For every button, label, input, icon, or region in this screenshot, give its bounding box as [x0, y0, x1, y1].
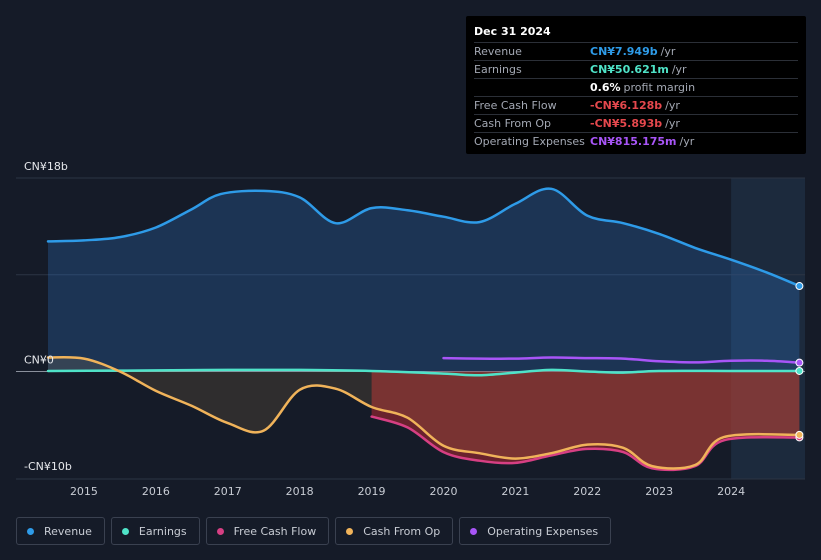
end-dot-cash-from-op — [795, 430, 804, 439]
legend: Revenue Earnings Free Cash Flow Cash From O… — [16, 517, 612, 545]
tooltip-rows: Revenue CN¥7.949b/yr Earnings CN¥50.621m/yr… — [474, 42, 798, 150]
label-layer: CN¥18b CN¥0 -CN¥10b 2015 2016 2017 2018 2019 202… — [24, 160, 745, 498]
x-tick-label: 2017 — [214, 485, 242, 498]
legend-dot-icon — [346, 527, 354, 535]
y-tick-label: CN¥18b — [24, 160, 68, 173]
y-tick-label: CN¥0 — [24, 354, 54, 367]
tooltip-row-label: Earnings — [474, 63, 522, 76]
legend-item-revenue[interactable]: Revenue — [16, 517, 105, 545]
line-cash-from-op — [46, 356, 801, 470]
tooltip-row: Earnings CN¥50.621m/yr — [474, 60, 798, 78]
legend-label: Free Cash Flow — [233, 524, 317, 538]
end-dot-revenue — [795, 282, 804, 291]
tooltip-row: Cash From Op -CN¥5.893b/yr — [474, 114, 798, 132]
fill-layer — [48, 188, 800, 470]
legend-item-earnings[interactable]: Earnings — [110, 517, 200, 545]
tooltip-row-unit: /yr — [671, 63, 687, 76]
line-layer — [46, 187, 801, 472]
y-tick-label: -CN¥10b — [24, 460, 72, 473]
legend-item-operating-expenses[interactable]: Operating Expenses — [459, 517, 612, 545]
legend-label: Revenue — [44, 524, 92, 538]
line-operating-expenses — [442, 356, 801, 364]
legend-dot-icon — [470, 527, 478, 535]
tooltip-row-unit: profit margin — [623, 81, 696, 94]
tooltip-row-unit: /yr — [660, 45, 676, 58]
tooltip-row: 0.6% profit margin — [474, 78, 798, 96]
line-earnings — [46, 368, 801, 377]
tooltip-row-label: Revenue — [474, 45, 522, 58]
legend-item-cash-from-op[interactable]: Cash From Op — [335, 517, 454, 545]
legend-dot-icon — [27, 527, 34, 535]
x-tick-label: 2016 — [142, 485, 170, 498]
tooltip-row-label — [474, 79, 590, 96]
legend-label: Earnings — [138, 524, 187, 538]
tooltip-row-label: Operating Expenses — [474, 135, 585, 148]
tooltip-row-value: -CN¥6.128b — [590, 99, 663, 112]
tooltip-row-label: Free Cash Flow — [474, 99, 557, 112]
end-dot-operating-expenses — [795, 358, 804, 367]
legend-label: Cash From Op — [363, 524, 441, 538]
tooltip-row-label: Cash From Op — [474, 117, 552, 130]
tooltip-row-value: CN¥50.621m — [590, 63, 669, 76]
legend-dot-icon — [216, 527, 224, 535]
tooltip-row-value: CN¥7.949b — [590, 45, 658, 58]
tooltip-row-value: CN¥815.175m — [590, 135, 677, 148]
x-tick-label: 2018 — [286, 485, 314, 498]
area-cash-from-op — [48, 357, 800, 469]
tooltip-row: Free Cash Flow -CN¥6.128b/yr — [474, 96, 798, 114]
tooltip-panel: Dec 31 2024 Revenue CN¥7.949b/yr Earnings C… — [466, 16, 806, 154]
x-tick-label: 2024 — [717, 485, 745, 498]
tooltip-date: Dec 31 2024 — [474, 25, 551, 38]
tooltip-row: Revenue CN¥7.949b/yr — [474, 42, 798, 60]
legend-label: Operating Expenses — [487, 524, 599, 538]
x-tick-label: 2019 — [358, 485, 386, 498]
x-tick-label: 2020 — [429, 485, 457, 498]
line-revenue — [46, 187, 801, 288]
area-free-cash-flow — [371, 371, 800, 470]
legend-item-free-cash-flow[interactable]: Free Cash Flow — [205, 517, 330, 545]
dot-layer — [795, 282, 804, 442]
tooltip-row-unit: /yr — [665, 99, 680, 112]
area-revenue — [48, 188, 800, 372]
x-tick-label: 2022 — [573, 485, 601, 498]
tooltip-row: Operating Expenses CN¥815.175m/yr — [474, 132, 798, 150]
end-dot-earnings — [795, 366, 804, 375]
x-tick-label: 2015 — [70, 485, 98, 498]
tooltip-row-value: 0.6% — [590, 81, 621, 94]
legend-dot-icon — [121, 527, 129, 535]
x-tick-label: 2021 — [501, 485, 529, 498]
tooltip-row-value: -CN¥5.893b — [590, 117, 663, 130]
x-tick-label: 2023 — [645, 485, 673, 498]
tooltip-row-unit: /yr — [679, 135, 695, 148]
tooltip-row-unit: /yr — [665, 117, 680, 130]
